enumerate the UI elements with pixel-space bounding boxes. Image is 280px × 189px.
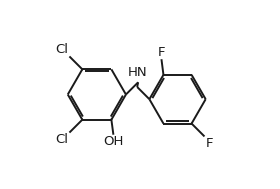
Text: OH: OH	[103, 135, 123, 148]
Text: F: F	[205, 137, 213, 150]
Text: F: F	[158, 46, 165, 59]
Text: Cl: Cl	[56, 133, 69, 146]
Text: Cl: Cl	[56, 43, 69, 56]
Text: HN: HN	[128, 66, 148, 79]
